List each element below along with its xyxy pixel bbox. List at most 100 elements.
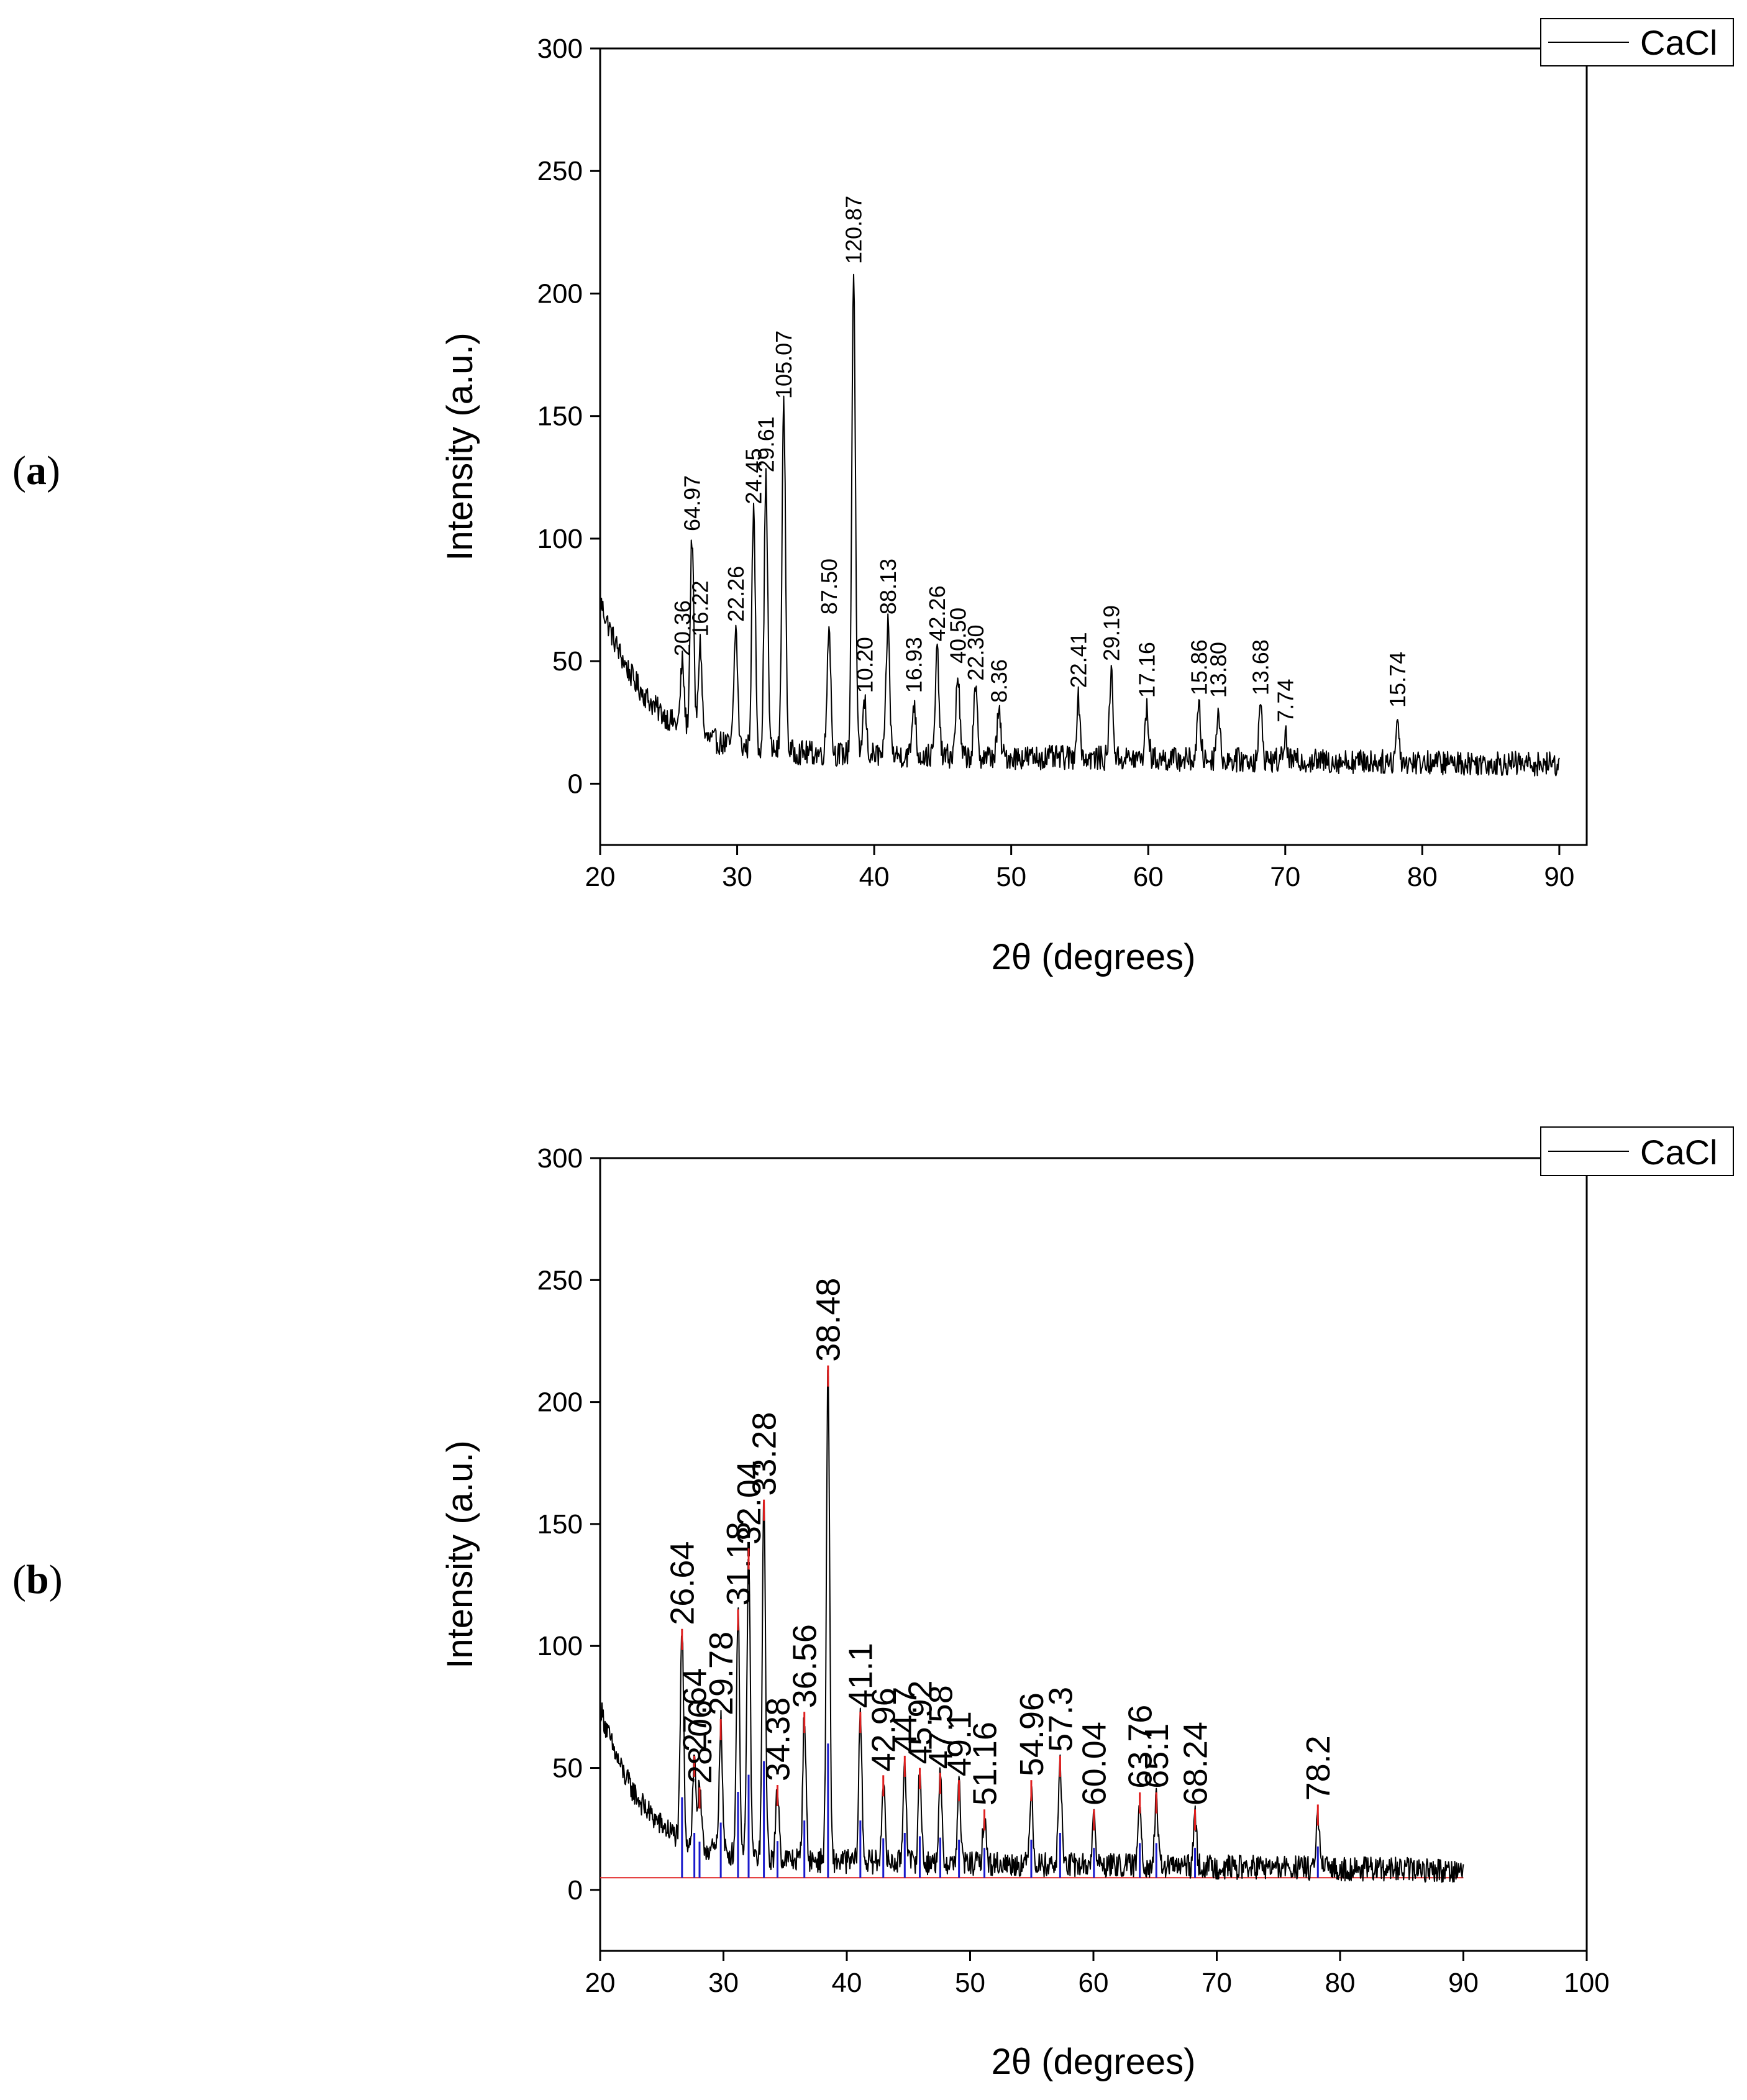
plot-area-frame — [599, 47, 1588, 846]
x-tick-label: 80 — [1407, 862, 1438, 892]
x-tick-label: 20 — [585, 1968, 616, 1998]
reference-lines — [681, 1743, 1319, 1878]
peak-label: 78.2 — [1300, 1735, 1337, 1801]
peak-label: 34.38 — [759, 1697, 796, 1781]
y-tick-label: 300 — [537, 34, 583, 64]
peak-label: 32.04 — [731, 1461, 768, 1545]
peak-label: 17.16 — [1134, 642, 1160, 698]
peak-label: 8.36 — [986, 659, 1011, 703]
peak-label: 60.04 — [1076, 1722, 1113, 1806]
peak-label: 29.61 — [753, 416, 778, 472]
peak-label: 22.41 — [1065, 632, 1091, 688]
y-tick-label: 0 — [568, 1875, 583, 1906]
x-tick-label: 90 — [1448, 1968, 1479, 1998]
y-axis-ticks: 0 50 100 150 200 250 300 — [537, 1143, 600, 1906]
peak-label: 38.48 — [810, 1278, 847, 1362]
x-tick-label: 50 — [955, 1968, 985, 1998]
y-tick-label: 100 — [537, 524, 583, 554]
intensity-line — [600, 273, 1560, 777]
peak-label: 24.45 — [741, 448, 767, 504]
y-tick-label: 300 — [537, 1143, 583, 1174]
x-tick-label: 70 — [1270, 862, 1300, 892]
legend-label: CaCl — [1640, 23, 1717, 62]
y-axis-label: Intensity (a.u.) — [440, 332, 480, 560]
peak-label: 120.87 — [841, 196, 867, 264]
x-tick-label: 90 — [1544, 862, 1574, 892]
x-tick-label: 70 — [1202, 1968, 1232, 1998]
y-tick-label: 200 — [537, 1387, 583, 1418]
peak-label: 31.18 — [720, 1522, 757, 1605]
x-tick-label: 100 — [1564, 1968, 1609, 1998]
x-tick-label: 20 — [585, 862, 616, 892]
x-tick-label: 60 — [1133, 862, 1164, 892]
x-axis-ticks: 20 30 40 50 60 70 80 90 — [585, 845, 1574, 892]
peak-label: 13.68 — [1248, 639, 1274, 695]
peak-label: 45.92 — [901, 1680, 939, 1764]
peak-label: 65.1 — [1138, 1723, 1175, 1789]
peak-label: 42.26 — [924, 585, 950, 641]
peak-label: 13.80 — [1205, 642, 1231, 698]
peak-label: 15.74 — [1385, 652, 1410, 708]
peak-label: 68.24 — [1177, 1722, 1214, 1806]
peak-label: 16.22 — [688, 581, 713, 637]
y-tick-label: 0 — [568, 769, 583, 799]
panel-label-a: (a) — [12, 448, 60, 493]
peak-label: 44.7 — [887, 1687, 924, 1752]
y-axis-label: Intensity (a.u.) — [440, 1440, 480, 1668]
y-tick-label: 150 — [537, 401, 583, 432]
y-tick-label: 150 — [537, 1509, 583, 1540]
legend: CaCl — [1540, 1126, 1734, 1176]
peak-label: 10.20 — [852, 637, 877, 693]
peak-label: 47.58 — [922, 1685, 959, 1769]
peak-label: 51.16 — [966, 1722, 1003, 1806]
peak-label: 64.97 — [679, 475, 705, 531]
xrd-chart-b: 0 50 100 150 200 250 300 20 30 40 50 60 70 80 90 100 2… — [440, 1126, 1734, 2082]
peak-label: 29.78 — [703, 1632, 740, 1715]
x-axis-label: 2θ (degrees) — [992, 937, 1196, 977]
peak-label: 36.56 — [787, 1624, 824, 1708]
peak-label: 7.74 — [1272, 679, 1298, 723]
intensity-line — [600, 1369, 1464, 1883]
peak-label: 87.50 — [816, 559, 842, 614]
peak-label: 29.19 — [1098, 605, 1124, 661]
xrd-chart-a: 0 50 100 150 200 250 300 20 30 40 50 60 70 80 90 20.3… — [440, 18, 1734, 977]
peak-label: 22.26 — [723, 566, 749, 622]
x-axis-label: 2θ (degrees) — [992, 2042, 1196, 2082]
legend: CaCl — [1540, 18, 1734, 66]
peak-label: 41.1 — [842, 1643, 880, 1708]
peak-label: 15.86 — [1186, 639, 1211, 695]
legend-label: CaCl — [1640, 1133, 1717, 1172]
y-tick-label: 200 — [537, 278, 583, 309]
y-tick-label: 50 — [552, 1753, 583, 1784]
y-tick-label: 250 — [537, 1265, 583, 1295]
peak-label: 88.13 — [875, 559, 901, 614]
y-axis-ticks: 0 50 100 150 200 250 300 — [537, 34, 600, 799]
peak-label: 63.76 — [1122, 1705, 1159, 1789]
x-axis-ticks: 20 30 40 50 60 70 80 90 100 — [585, 1951, 1610, 1998]
peak-label: 33.28 — [746, 1412, 783, 1496]
peak-label: 26.64 — [664, 1541, 701, 1625]
x-tick-label: 50 — [996, 862, 1026, 892]
x-tick-label: 40 — [859, 862, 890, 892]
peak-label: 57.3 — [1042, 1687, 1079, 1752]
y-tick-label: 250 — [537, 156, 583, 186]
x-tick-label: 40 — [832, 1968, 862, 1998]
peak-label: 28.06 — [682, 1700, 719, 1784]
peak-label: 20.36 — [670, 600, 695, 656]
panel-label-b: (b) — [12, 1557, 63, 1602]
x-tick-label: 80 — [1325, 1968, 1356, 1998]
x-tick-label: 30 — [722, 862, 752, 892]
peak-label: 16.93 — [901, 637, 927, 693]
peak-label: 42.96 — [865, 1687, 903, 1771]
peak-label: 40.50 — [945, 608, 970, 664]
x-tick-label: 60 — [1079, 1968, 1109, 1998]
peak-label: 27.64 — [677, 1668, 714, 1752]
y-tick-label: 50 — [552, 646, 583, 677]
y-tick-label: 100 — [537, 1631, 583, 1661]
peak-label: 105.07 — [771, 331, 796, 399]
peak-label: 49.1 — [941, 1711, 978, 1776]
x-tick-label: 30 — [708, 1968, 739, 1998]
peak-label: 22.30 — [963, 625, 988, 681]
